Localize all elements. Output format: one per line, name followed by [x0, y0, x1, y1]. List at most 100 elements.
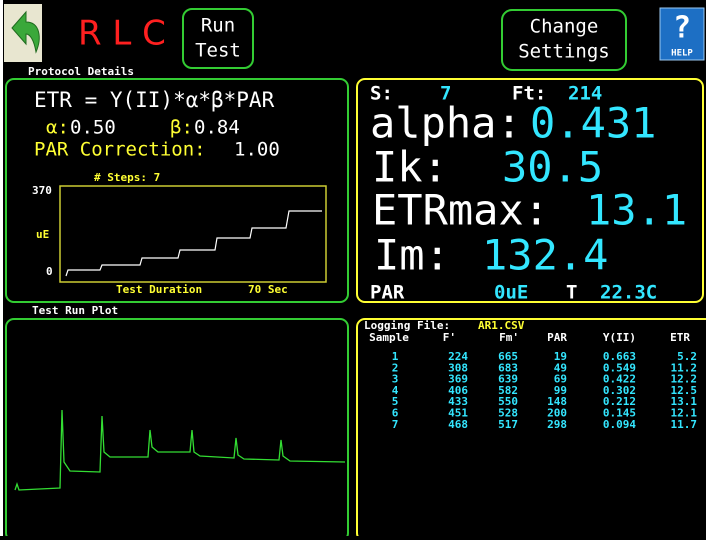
table-cell: 0.212	[603, 395, 636, 408]
etrmax-label: ETRmax:	[372, 186, 549, 235]
alpha-value: 0.50	[70, 117, 116, 139]
table-cell: 224	[448, 350, 468, 363]
step-trace	[65, 210, 322, 277]
log-table: Sample F' Fm' PAR Y(II) ETR 1 224 665 19 0.663 5.2 2…	[369, 331, 697, 431]
s-value: 7	[440, 83, 451, 105]
y-min: 0	[46, 265, 53, 278]
ik-value: 30.5	[502, 143, 603, 192]
frame-edge	[0, 0, 3, 536]
column-header: F'	[443, 331, 456, 344]
duration-label: Test Duration	[116, 283, 202, 296]
table-cell: 148	[547, 395, 567, 408]
table-cell: 7	[392, 418, 399, 431]
alpha-label: alpha:	[370, 99, 522, 148]
temp-label: T	[566, 282, 577, 304]
table-cell: 4	[392, 384, 399, 397]
table-cell: 298	[547, 418, 567, 431]
ft-label: Ft:	[512, 83, 546, 105]
ft-value: 214	[568, 83, 602, 105]
log-file: AR1.CSV	[478, 319, 525, 332]
column-header: PAR	[547, 331, 567, 344]
table-cell: 99	[554, 384, 567, 397]
temp-value: 22.3C	[600, 282, 657, 304]
table-cell: 19	[554, 350, 567, 363]
table-cell: 0.302	[603, 384, 636, 397]
fluorescence-trace	[14, 409, 346, 491]
table-cell: 5.2	[677, 350, 697, 363]
table-cell: 0.663	[603, 350, 636, 363]
table-cell: 369	[448, 373, 468, 386]
button-frame	[501, 9, 627, 71]
y-max: 370	[32, 184, 52, 197]
y-unit: uE	[36, 228, 49, 241]
run-test-button[interactable]: Run Test	[182, 8, 254, 69]
par-value: 1.00	[234, 139, 280, 161]
table-cell: 433	[448, 395, 468, 408]
plot-panel	[5, 318, 349, 540]
table-cell: 406	[448, 384, 468, 397]
button-frame	[182, 8, 254, 69]
table-cell: 0.422	[603, 373, 636, 386]
table-cell: 11.2	[671, 361, 698, 374]
back-button[interactable]	[4, 4, 42, 62]
table-cell: 0.549	[603, 361, 636, 374]
steps: # Steps: 7	[94, 171, 160, 184]
column-header: Sample	[369, 331, 409, 344]
table-cell: 550	[498, 395, 518, 408]
table-cell: 468	[448, 418, 468, 431]
beta-value: 0.84	[194, 117, 240, 139]
table-cell: 12.5	[671, 384, 698, 397]
table-cell: 3	[392, 373, 399, 386]
par-label: PAR Correction:	[34, 139, 206, 161]
column-header: Fm'	[499, 331, 519, 344]
help-label: HELP	[671, 49, 693, 59]
results-panel	[356, 78, 704, 303]
help-button[interactable]: ? HELP	[659, 7, 705, 61]
beta-label: β:	[170, 117, 193, 139]
table-cell: 308	[448, 361, 468, 374]
section-heading: Test Run Plot	[32, 304, 118, 317]
log-label: Logging File:	[364, 319, 450, 332]
table-cell: 0.094	[603, 418, 636, 431]
alpha-value: 0.431	[530, 99, 656, 148]
table-cell: 2	[392, 361, 399, 374]
par-label: PAR	[370, 282, 405, 304]
alpha-label: α:	[46, 117, 69, 139]
protocol-panel	[5, 78, 349, 303]
table-cell: 6	[392, 407, 399, 420]
back-arrow	[11, 10, 40, 54]
button-label: Test	[195, 40, 241, 62]
table-cell: 665	[498, 350, 518, 363]
help-bg	[659, 7, 705, 61]
equation: ETR = Y(II)*α*β*PAR	[34, 88, 275, 112]
table-cell: 69	[554, 373, 567, 386]
change-settings-button[interactable]: Change Settings	[501, 9, 627, 71]
table-cell: 1	[392, 350, 399, 363]
table-cell: 200	[547, 407, 567, 420]
table-cell: 683	[498, 361, 518, 374]
step-plot-frame	[59, 185, 327, 283]
table-cell: 528	[498, 407, 518, 420]
table-cell: 5	[392, 395, 399, 408]
ik-label: Ik:	[372, 143, 448, 192]
table-cell: 12.2	[671, 373, 698, 386]
table-cell: 13.1	[671, 395, 698, 408]
etrmax-value: 13.1	[586, 186, 687, 235]
column-header: Y(II)	[603, 331, 636, 344]
table-cell: 639	[498, 373, 518, 386]
table-cell: 582	[498, 384, 518, 397]
button-label: Change	[530, 16, 599, 38]
table-cell: 49	[554, 361, 567, 374]
log-panel	[356, 318, 706, 540]
help-icon: ?	[673, 11, 691, 46]
table-cell: 11.7	[671, 418, 698, 431]
table-cell: 451	[448, 407, 468, 420]
s-label: S:	[370, 83, 393, 105]
section-heading: Protocol Details	[28, 65, 134, 78]
table-cell: 12.1	[671, 407, 698, 420]
par-value: 0uE	[494, 282, 528, 304]
table-cell: 517	[498, 418, 518, 431]
table-cell: 0.145	[603, 407, 636, 420]
column-header: ETR	[670, 331, 690, 344]
